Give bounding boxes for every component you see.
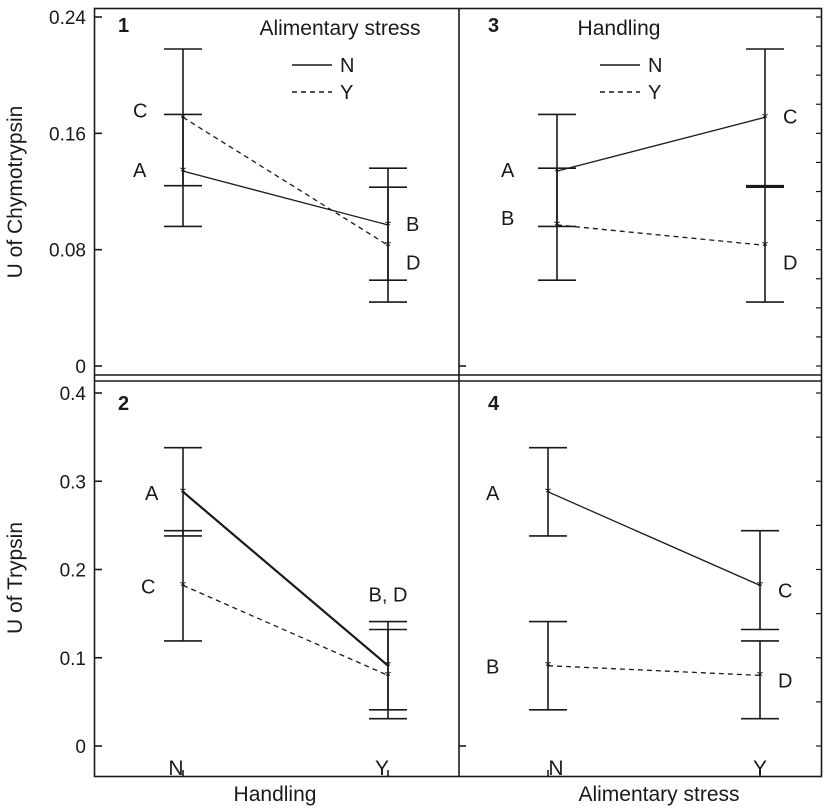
panel-1-data-point: * (180, 164, 186, 181)
x-tick-label-right-n: N (548, 757, 563, 780)
panel-3-data-point: * (762, 238, 768, 255)
panel-1-series-line-y (182, 116, 389, 246)
panel-1-y-tick-label: 0.24 (49, 8, 86, 29)
x-tick-label-left-y: Y (375, 757, 389, 780)
panel-1-data-point: * (385, 238, 391, 255)
panel-2-point-label: B, D (369, 584, 408, 606)
panel-1-y-tick-label: 0 (75, 357, 86, 378)
panel-1-y-tick-label: 0.08 (49, 241, 86, 262)
panel-4-point-label: A (486, 483, 500, 505)
panel-3-point-label: C (783, 106, 797, 128)
panel-3-point-label: A (501, 160, 515, 182)
panel-1-y-tick-label: 0.16 (49, 124, 86, 145)
x-tick-label-right-y: Y (753, 757, 767, 780)
x-axis-title-right: Alimentary stress (578, 783, 739, 806)
x-tick-label-left-n: N (168, 757, 183, 780)
panel-3-number: 3 (488, 15, 499, 37)
panel-1-point-label: B (406, 214, 419, 236)
panel-1-legend-label-n: N (340, 55, 354, 77)
panel-2-series-line-n (182, 491, 389, 667)
panel-2-y-tick-label: 0.2 (60, 561, 86, 582)
panel-3-data-point: * (554, 218, 560, 235)
panel-2-y-tick-label: 0.4 (60, 384, 87, 405)
panel-3-legend-title: Handling (578, 17, 661, 40)
panel-1-data-point: * (385, 218, 391, 235)
panel-3-legend-label-y: Y (648, 82, 661, 104)
panel-2-point-label: A (145, 483, 159, 505)
panel-4-point-label: C (778, 580, 792, 602)
panel-3-point-label: B (501, 208, 514, 230)
panel-2-data-point: * (385, 659, 391, 676)
panel-4-data-point: * (545, 659, 551, 676)
panel-3-data-point: * (554, 164, 560, 181)
panel-4-data-point: * (757, 578, 763, 595)
panel-2-data-point: * (180, 485, 186, 502)
panel-2-number: 2 (118, 393, 129, 415)
y-axis-title-top: U of Chymotrypsin (4, 106, 27, 279)
panel-3-data-point: * (762, 110, 768, 127)
panel-1-legend-title: Alimentary stress (259, 17, 420, 40)
panel-2-y-tick-label: 0.3 (60, 472, 86, 493)
panel-4-series-line-y (547, 665, 761, 677)
panel-2-data-point: * (385, 668, 391, 685)
plot-frame (93, 7, 823, 778)
panel-3-legend-label-n: N (648, 55, 662, 77)
panel-4-series-line-n (547, 491, 761, 586)
panel-4-data-point: * (545, 485, 551, 502)
panel-1-point-label: C (133, 100, 147, 122)
panel-2-y-tick-label: 0 (75, 737, 86, 758)
panel-4-number: 4 (488, 393, 500, 415)
y-axis-title-bottom: U of Trypsin (4, 522, 27, 634)
panel-4-point-label: B (486, 657, 499, 679)
panel-1-series-line-n (182, 170, 389, 226)
panel-1-legend-label-y: Y (340, 82, 353, 104)
panel-2-y-tick-label: 0.1 (60, 649, 86, 670)
panel-2-data-point: * (180, 578, 186, 595)
panel-4-data-point: * (757, 668, 763, 685)
x-axis-title-left: Handling (234, 783, 317, 806)
panel-2-point-label: C (141, 576, 155, 598)
panel-3-point-label: D (783, 252, 797, 274)
panel-3-series-line-y (556, 224, 766, 246)
panel-3-series-line-n (556, 116, 766, 172)
panel-1-point-label: D (406, 252, 420, 274)
panel-1-data-point: * (180, 110, 186, 127)
panel-4-point-label: D (778, 670, 792, 692)
panel-2-series-line-y (182, 584, 389, 676)
panel-1-point-label: A (133, 160, 147, 182)
panel-1-number: 1 (118, 15, 129, 37)
